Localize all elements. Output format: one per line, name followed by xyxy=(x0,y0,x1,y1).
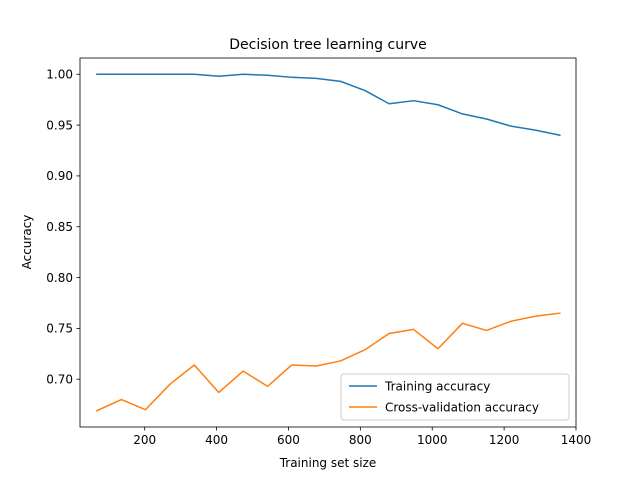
y-tick-label: 0.90 xyxy=(46,169,73,183)
plot-area xyxy=(79,57,577,428)
chart-title: Decision tree learning curve xyxy=(229,37,426,53)
y-tick-label: 0.75 xyxy=(46,322,73,336)
x-axis: 200 400 600 800 1000 1200 1400 xyxy=(133,427,591,447)
y-tick-label: 0.70 xyxy=(46,373,73,387)
legend-label-cross-validation: Cross-validation accuracy xyxy=(385,400,539,414)
x-tick-label: 800 xyxy=(349,433,372,447)
x-axis-title: Training set size xyxy=(279,456,377,470)
x-tick-label: 1400 xyxy=(561,433,592,447)
x-tick-label: 600 xyxy=(277,433,300,447)
series-line-training xyxy=(96,73,561,137)
x-tick-label: 200 xyxy=(133,433,156,447)
y-axis: 0.70 0.75 0.80 0.85 0.90 0.95 1.00 xyxy=(46,68,80,387)
y-axis-title: Accuracy xyxy=(20,215,34,270)
plot-frame xyxy=(79,57,577,428)
x-tick-label: 400 xyxy=(205,433,228,447)
y-tick-label: 1.00 xyxy=(46,68,73,82)
series-line-cross-validation xyxy=(95,312,561,412)
series-layer xyxy=(95,73,561,412)
y-tick-label: 0.80 xyxy=(46,271,73,285)
y-tick-label: 0.95 xyxy=(46,118,73,132)
legend-label-training: Training accuracy xyxy=(384,379,490,393)
x-tick-label: 1000 xyxy=(417,433,448,447)
legend: Training accuracy Cross-validation accura… xyxy=(340,373,570,421)
x-tick-label: 1200 xyxy=(489,433,520,447)
legend-box xyxy=(340,373,570,421)
plot-background xyxy=(80,58,576,427)
y-tick-label: 0.85 xyxy=(46,220,73,234)
